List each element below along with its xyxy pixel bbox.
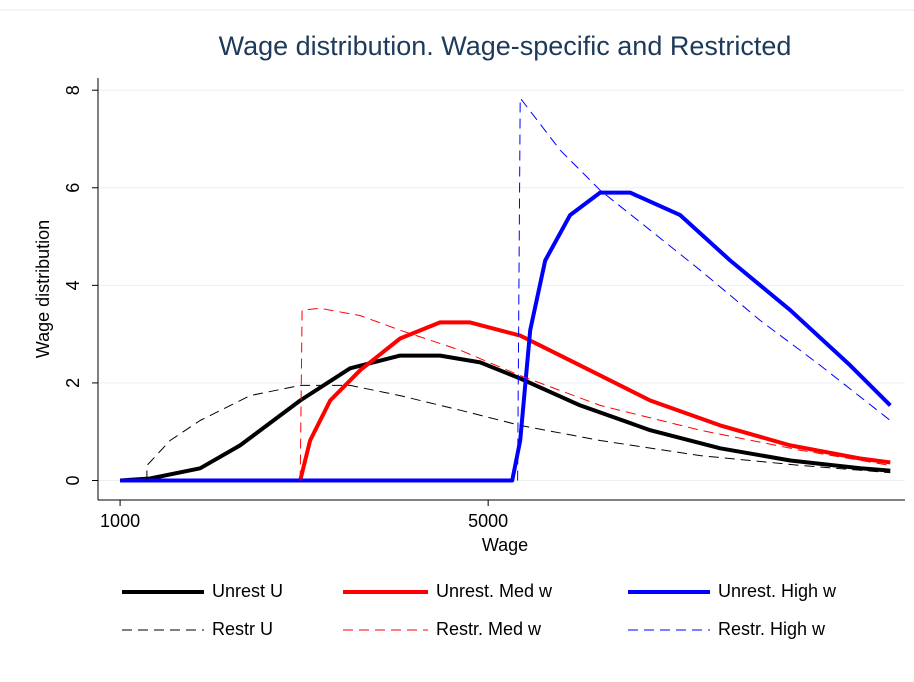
y-axis-label: Wage distribution [33,220,53,358]
y-tick-label: 6 [63,183,83,193]
data-line [517,97,891,481]
y-tick-label: 0 [63,475,83,485]
x-tick-label: 5000 [468,511,508,531]
y-tick-label: 4 [63,280,83,290]
data-line [298,320,891,481]
legend-label: Restr. High w [718,619,826,639]
legend-label: Unrest. High w [718,581,837,601]
y-tick-label: 8 [63,85,83,95]
chart-title: Wage distribution. Wage-specific and Res… [219,31,792,61]
data-line [299,307,891,481]
data-line [146,384,891,481]
legend-label: Unrest. Med w [436,581,553,601]
legend-label: Restr. Med w [436,619,542,639]
data-line [120,190,892,483]
x-tick-label: 1000 [100,511,140,531]
y-tick-label: 2 [63,378,83,388]
data-line [119,353,891,483]
legend-label: Unrest U [212,581,283,601]
legend-label: Restr U [212,619,273,639]
x-axis-label: Wage [482,535,528,555]
